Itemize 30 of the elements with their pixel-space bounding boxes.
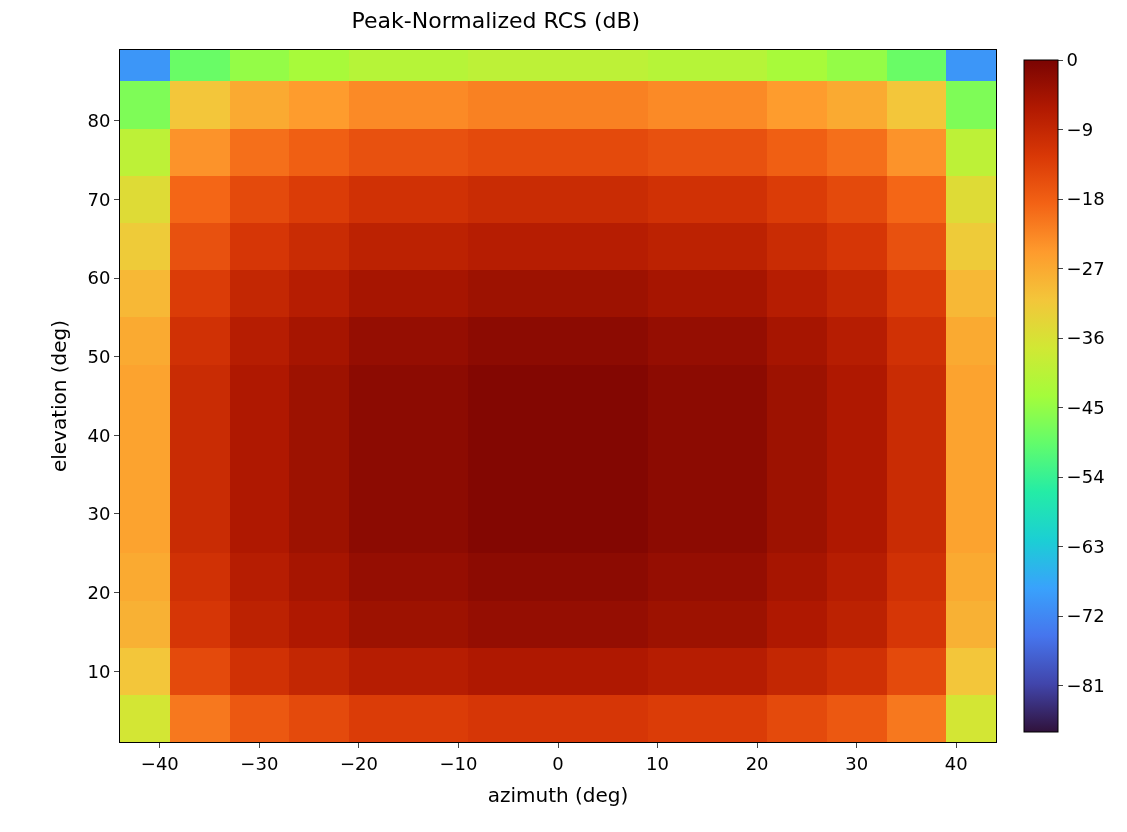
color-bar-label: −36 bbox=[1066, 327, 1105, 349]
y-tick-label: 70 bbox=[87, 188, 111, 210]
y-tick-label: 10 bbox=[87, 660, 111, 682]
x-tick-label: −20 bbox=[339, 752, 378, 774]
x-tick-label: 40 bbox=[944, 752, 968, 774]
x-tick-label: 0 bbox=[552, 752, 564, 774]
color-bar-label: −9 bbox=[1066, 118, 1094, 140]
y-axis-title: elevation (deg) bbox=[46, 319, 71, 473]
color-bar-label: −63 bbox=[1066, 535, 1105, 557]
color-bar-label: −72 bbox=[1066, 605, 1105, 627]
x-tick-label: 10 bbox=[646, 752, 669, 774]
y-tick-label: 30 bbox=[87, 503, 111, 525]
x-tick-label: 20 bbox=[745, 752, 769, 774]
color-bar-label: −27 bbox=[1066, 257, 1105, 279]
chart-title: Peak-Normalized RCS (dB) bbox=[351, 7, 641, 33]
x-tick-label: 30 bbox=[845, 752, 869, 774]
color-bar-label: 0 bbox=[1066, 49, 1079, 71]
y-tick-label: 20 bbox=[87, 581, 111, 603]
x-tick-label: −40 bbox=[140, 752, 179, 774]
color-bar-label: −45 bbox=[1066, 396, 1105, 418]
x-axis-title: azimuth (deg) bbox=[487, 783, 629, 808]
y-tick-label: 80 bbox=[87, 110, 111, 132]
color-bar-label: −81 bbox=[1066, 674, 1105, 696]
y-tick-label: 50 bbox=[87, 345, 111, 367]
x-tick-label: −30 bbox=[240, 752, 279, 774]
color-bar-label: −54 bbox=[1066, 466, 1105, 488]
y-tick-label: 60 bbox=[87, 267, 111, 289]
x-tick-label: −10 bbox=[439, 752, 478, 774]
color-bar-label: −18 bbox=[1066, 188, 1105, 210]
y-tick-label: 40 bbox=[87, 424, 111, 446]
